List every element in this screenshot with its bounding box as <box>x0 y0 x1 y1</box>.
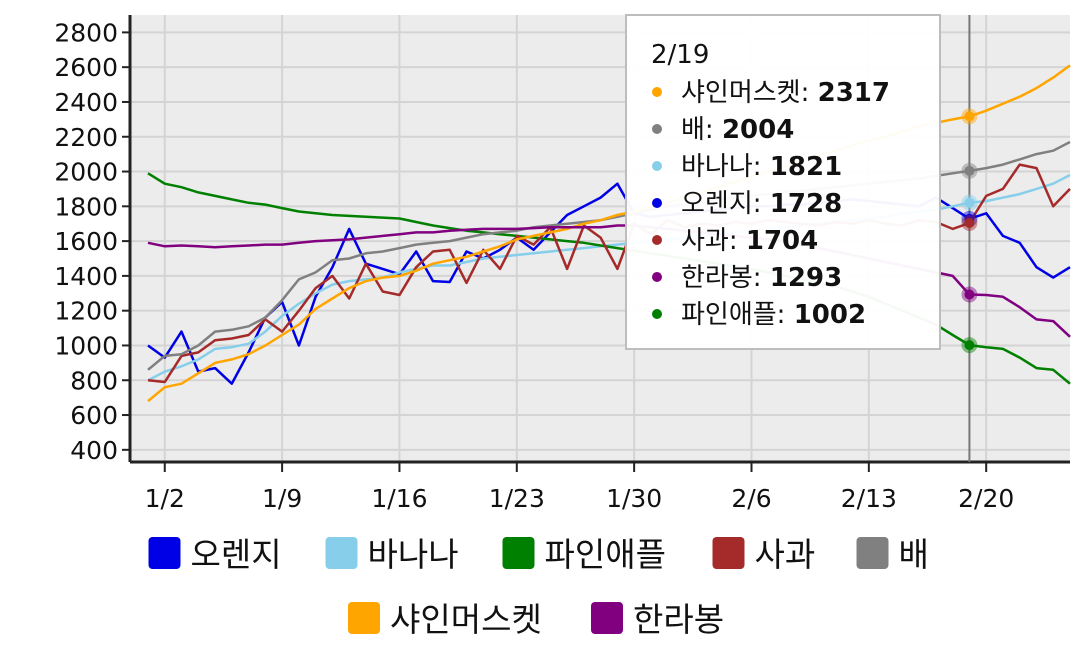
tooltip-marker <box>652 272 662 282</box>
x-tick-label: 1/9 <box>262 484 302 513</box>
legend-label: 파인애플 <box>545 535 666 574</box>
y-tick-label: 1200 <box>54 297 118 326</box>
hover-point[interactable] <box>964 165 975 176</box>
tooltip-series-name: 파인애플: <box>681 300 794 330</box>
x-tick-label: 2/20 <box>958 484 1014 513</box>
legend-swatch <box>325 537 358 569</box>
tooltip-marker <box>652 235 662 245</box>
tooltip-series-value: 1728 <box>770 189 842 219</box>
y-tick-label: 400 <box>70 436 118 465</box>
x-tick-label: 2/6 <box>731 484 771 513</box>
tooltip-entry: 파인애플: 1002 <box>681 300 866 330</box>
x-tick-label: 1/30 <box>606 484 662 513</box>
tooltip-marker <box>652 198 662 208</box>
tooltip-series-value: 1704 <box>746 226 818 256</box>
tooltip-series-name: 배: <box>681 115 722 145</box>
y-tick-label: 1000 <box>54 331 118 360</box>
legend-label: 오렌지 <box>191 535 282 574</box>
tooltip-entry: 샤인머스켓: 2317 <box>681 78 890 108</box>
legend-item[interactable]: 파인애플 <box>502 535 666 574</box>
hover-point[interactable] <box>964 111 975 122</box>
legend-item[interactable]: 한라봉 <box>591 600 724 639</box>
legend-label: 사과 <box>755 535 816 574</box>
tooltip-entry: 사과: 1704 <box>681 226 818 256</box>
legend-item[interactable]: 샤인머스켓 <box>348 600 542 639</box>
tooltip-series-name: 한라봉: <box>681 263 770 293</box>
tooltip-series-name: 오렌지: <box>681 189 770 219</box>
tooltip-box <box>625 14 941 350</box>
tooltip-series-value: 1002 <box>794 300 866 330</box>
legend-swatch <box>148 537 181 569</box>
legend-swatch <box>856 537 889 569</box>
tooltip-entry: 바나나: 1821 <box>681 152 842 182</box>
tooltip-entry: 오렌지: 1728 <box>681 189 842 219</box>
x-tick-label: 1/23 <box>489 484 545 513</box>
x-tick-label: 1/16 <box>371 484 427 513</box>
y-tick-label: 1800 <box>54 192 118 221</box>
legend-label: 샤인머스켓 <box>390 600 542 639</box>
tooltip-marker <box>652 87 662 97</box>
legend-swatch <box>591 602 623 634</box>
legend-swatch <box>502 537 535 569</box>
tooltip-entry: 배: 2004 <box>681 115 794 145</box>
hover-point[interactable] <box>964 340 975 351</box>
tooltip-series-value: 2004 <box>722 115 794 145</box>
y-tick-label: 2200 <box>54 123 118 152</box>
y-tick-label: 1600 <box>54 227 118 256</box>
y-tick-label: 1400 <box>54 262 118 291</box>
tooltip-title: 2/19 <box>651 40 709 70</box>
tooltip-marker <box>652 161 662 171</box>
legend-item[interactable]: 배 <box>856 535 929 574</box>
y-tick-label: 2400 <box>54 88 118 117</box>
x-tick-label: 1/2 <box>145 484 185 513</box>
y-tick-label: 2800 <box>54 18 118 47</box>
hover-point[interactable] <box>964 218 975 229</box>
tooltip-series-name: 바나나: <box>681 152 770 182</box>
hover-point[interactable] <box>964 197 975 208</box>
tooltip-series-value: 1293 <box>770 263 842 293</box>
legend-item[interactable]: 오렌지 <box>148 535 282 574</box>
tooltip-series-name: 샤인머스켓: <box>681 78 818 108</box>
tooltip-marker <box>652 124 662 134</box>
tooltip-marker <box>652 309 662 319</box>
legend-swatch <box>348 602 380 634</box>
tooltip-series-value: 1821 <box>770 152 842 182</box>
legend-item[interactable]: 사과 <box>712 535 816 574</box>
y-tick-label: 2600 <box>54 53 118 82</box>
legend-swatch <box>712 537 745 569</box>
y-tick-label: 600 <box>70 401 118 430</box>
x-tick-label: 2/13 <box>841 484 897 513</box>
tooltip-series-name: 사과: <box>681 226 746 256</box>
y-tick-label: 800 <box>70 366 118 395</box>
legend-label: 배 <box>899 535 929 574</box>
hover-point[interactable] <box>964 289 975 300</box>
legend-item[interactable]: 바나나 <box>325 535 459 574</box>
legend-label: 바나나 <box>368 535 459 574</box>
tooltip-entry: 한라봉: 1293 <box>681 263 842 293</box>
tooltip-series-value: 2317 <box>818 78 890 108</box>
y-tick-label: 2000 <box>54 158 118 187</box>
legend-label: 한라봉 <box>633 600 724 639</box>
